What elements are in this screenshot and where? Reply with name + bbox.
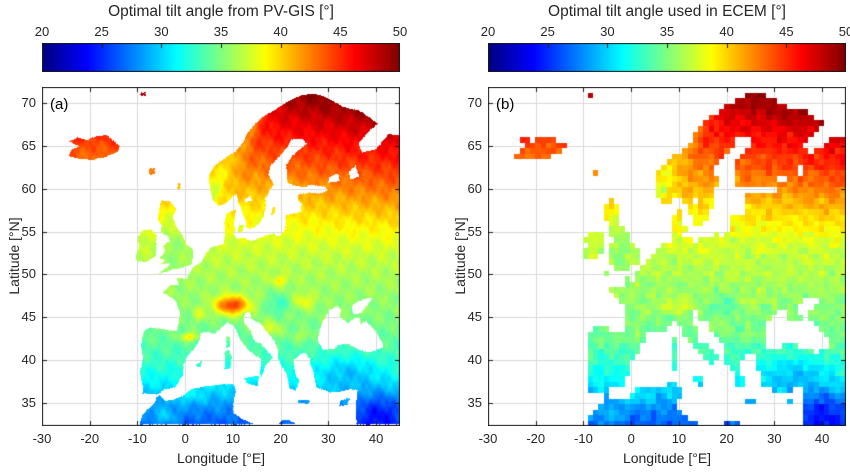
panel-a-x-tick: 0 (181, 431, 189, 446)
panel-b-map (488, 87, 846, 426)
panel-a-y-tick: 55 (21, 223, 36, 239)
panel-a-x-tick: 30 (321, 431, 336, 446)
panel-a-xlabel: Longitude [°E] (176, 450, 266, 466)
panel-b-colorbar-tick: 30 (600, 24, 615, 39)
panel-b-y-tick: 45 (467, 309, 482, 325)
panel-a-y-tick: 70 (21, 95, 36, 111)
panel-a-x-tick: 10 (225, 431, 241, 446)
panel-b-y-tick: 40 (467, 352, 482, 368)
panel-a-colorbar (42, 43, 400, 72)
panel-a-y-tick: 60 (21, 180, 36, 196)
panel-a-title: Optimal tilt angle from PV-GIS [°] (108, 3, 334, 20)
panel-b-xlabel: Longitude [°E] (622, 450, 712, 466)
panel-b-y-tick: 35 (467, 394, 482, 410)
panel-a-y-tick: 40 (21, 352, 36, 368)
panel-b-x-tick: 40 (814, 431, 830, 446)
panel-b-x-tick: 0 (627, 431, 635, 446)
panel-a-x-tick: -30 (32, 431, 52, 446)
panel-a-colorbar-tick: 30 (154, 24, 169, 39)
panel-b-label: (b) (496, 96, 515, 113)
panel-b-title: Optimal tilt angle used in ECEM [°] (548, 3, 786, 20)
panel-b-x-tick: -10 (574, 431, 593, 446)
panel-a-colorbar-tick: 35 (213, 24, 229, 39)
panel-a-x-tick: -10 (128, 431, 147, 446)
panel-a-colorbar-tick: 25 (94, 24, 109, 39)
panel-b-x-tick: 30 (767, 431, 782, 446)
panel-b-y-tick: 60 (467, 180, 482, 196)
panel-b-colorbar-tick: 40 (719, 24, 734, 39)
panel-a-colorbar-tick: 45 (333, 24, 348, 39)
panel-a-y-tick: 50 (21, 266, 36, 282)
panel-b-colorbar-tick: 45 (779, 24, 794, 39)
panel-b-colorbar (488, 43, 846, 72)
panel-a-x-tick: 40 (368, 431, 384, 446)
panel-b-y-tick: 50 (467, 266, 482, 282)
panel-b-x-tick: -30 (478, 431, 498, 446)
panel-a-x-tick: -20 (80, 431, 100, 446)
panel-b-y-tick: 65 (467, 138, 482, 154)
panel-b-colorbar-tick: 20 (480, 24, 496, 39)
panel-a-map (42, 87, 400, 426)
panel-b-y-tick: 55 (467, 223, 482, 239)
panel-a-colorbar-tick: 40 (273, 24, 288, 39)
panel-a-colorbar-tick: 20 (34, 24, 50, 39)
panel-b-x-tick: -20 (526, 431, 546, 446)
panel-b-x-tick: 10 (671, 431, 687, 446)
panel-a-label: (a) (50, 96, 69, 113)
panel-b-colorbar-tick: 25 (540, 24, 555, 39)
panel-a-y-tick: 65 (21, 138, 36, 154)
panel-b-colorbar-tick: 50 (838, 24, 850, 39)
panel-b-colorbar-tick: 35 (659, 24, 675, 39)
panel-a-x-tick: 20 (273, 431, 288, 446)
panel-a-y-tick: 35 (21, 394, 36, 410)
panel-b-x-tick: 20 (719, 431, 734, 446)
panel-a-y-tick: 45 (21, 309, 36, 325)
panel-a-colorbar-tick: 50 (392, 24, 408, 39)
panel-b-y-tick: 70 (467, 95, 482, 111)
